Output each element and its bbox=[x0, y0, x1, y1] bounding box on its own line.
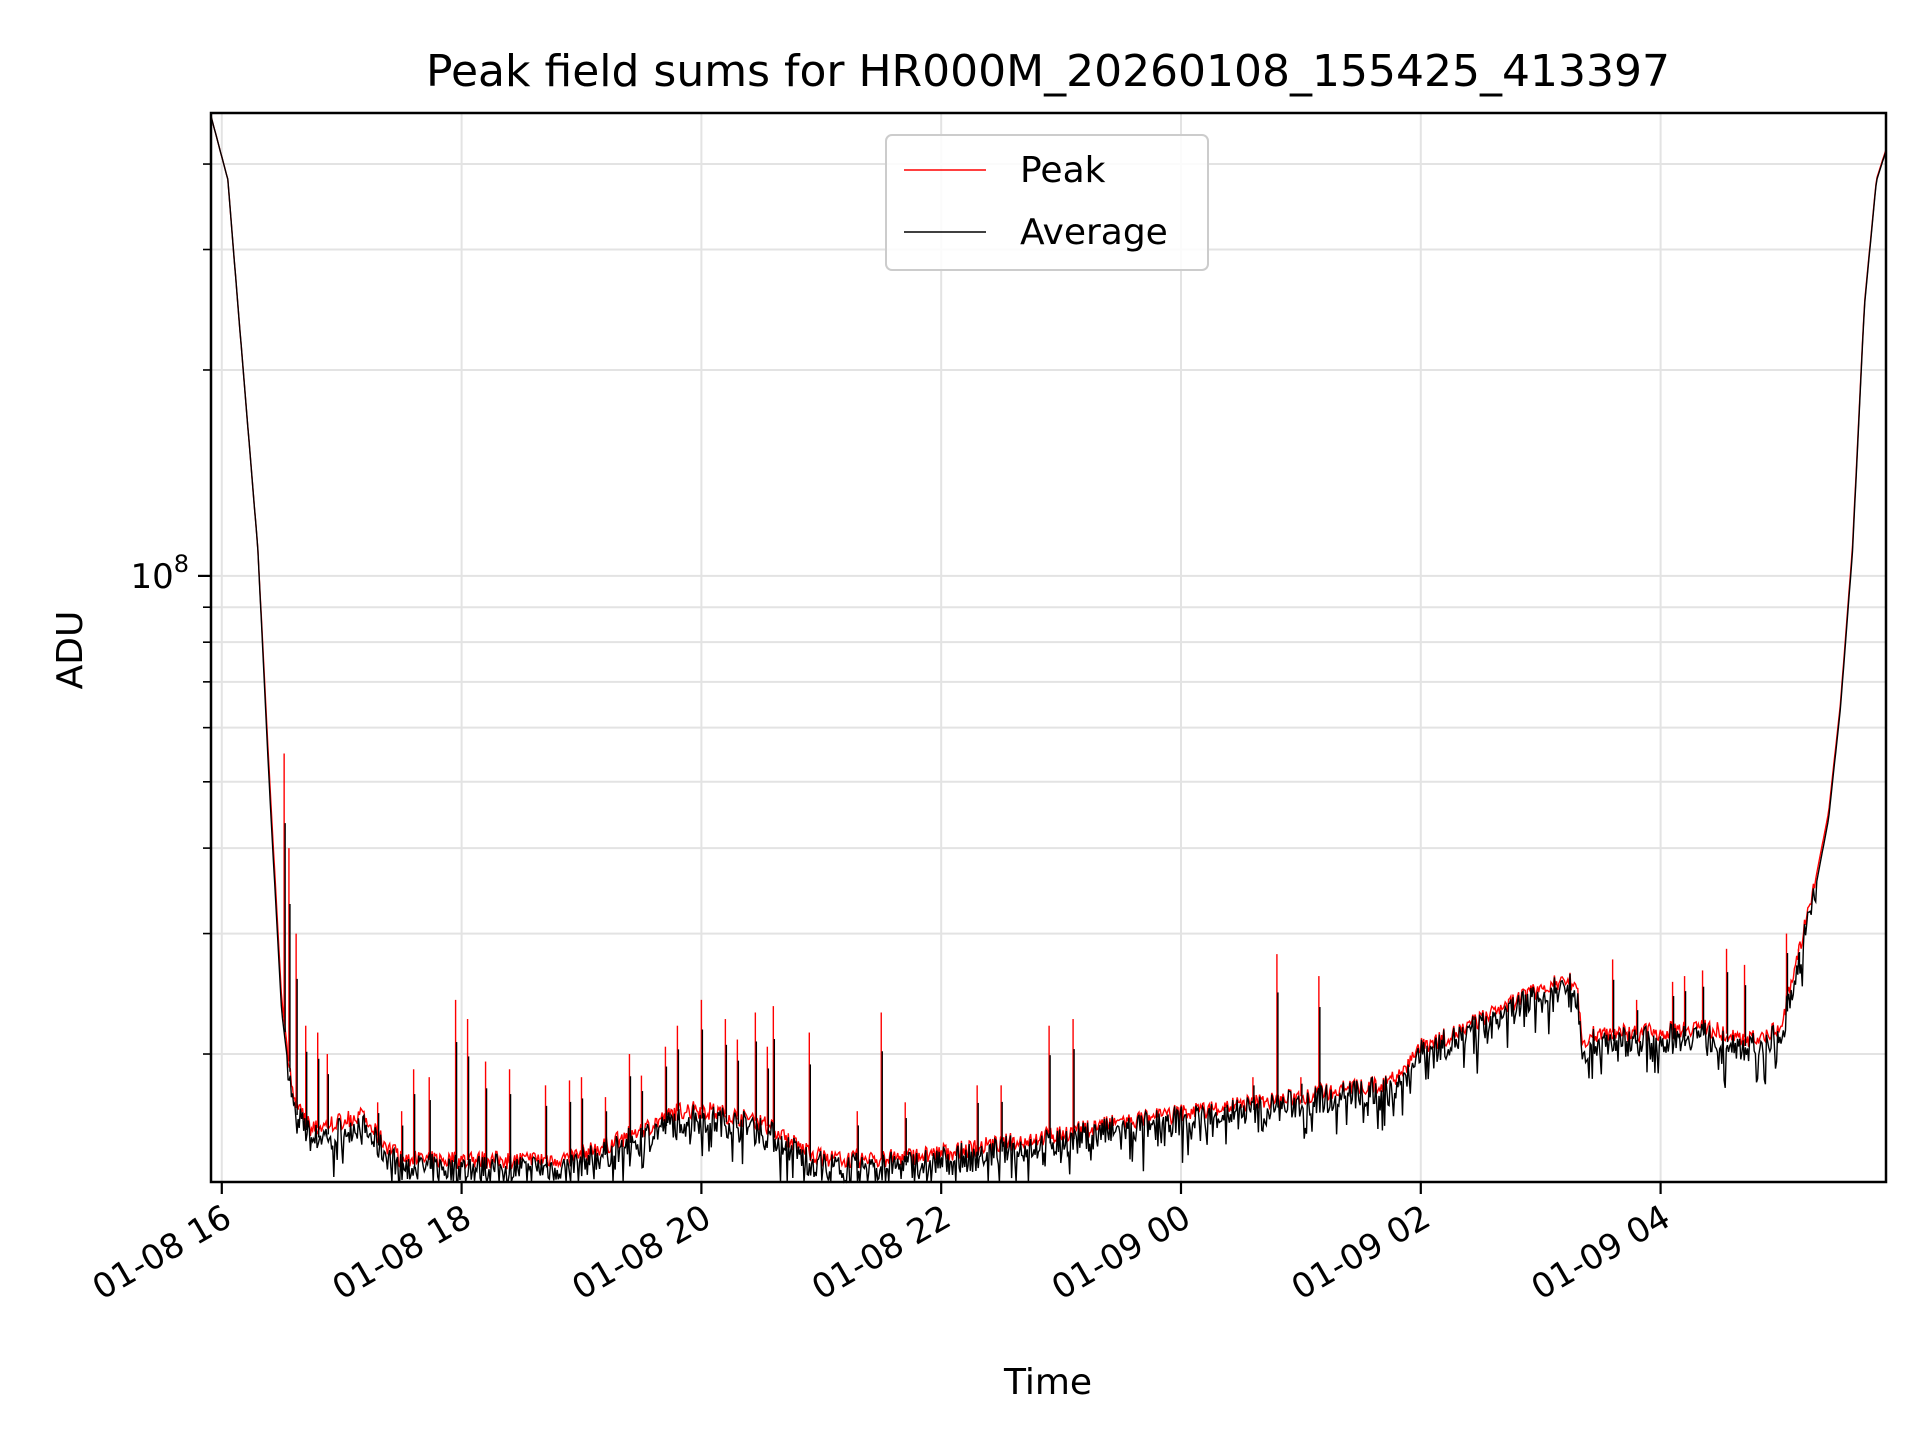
plot-frame bbox=[209, 111, 1888, 1184]
legend-box bbox=[885, 134, 1209, 271]
legend-label-average: Average bbox=[1020, 212, 1168, 253]
y-tick-label: 108 bbox=[130, 550, 189, 597]
legend-label-peak: Peak bbox=[1020, 150, 1106, 191]
chart-title: Peak field sums for HR000M_20260108_1554… bbox=[426, 46, 1670, 97]
y-axis: 108 bbox=[130, 163, 211, 1055]
legend: Peak Average bbox=[885, 134, 1209, 271]
x-axis-label: Time bbox=[1003, 1362, 1092, 1403]
y-axis-label: ADU bbox=[50, 611, 91, 690]
grid bbox=[211, 113, 1886, 1182]
